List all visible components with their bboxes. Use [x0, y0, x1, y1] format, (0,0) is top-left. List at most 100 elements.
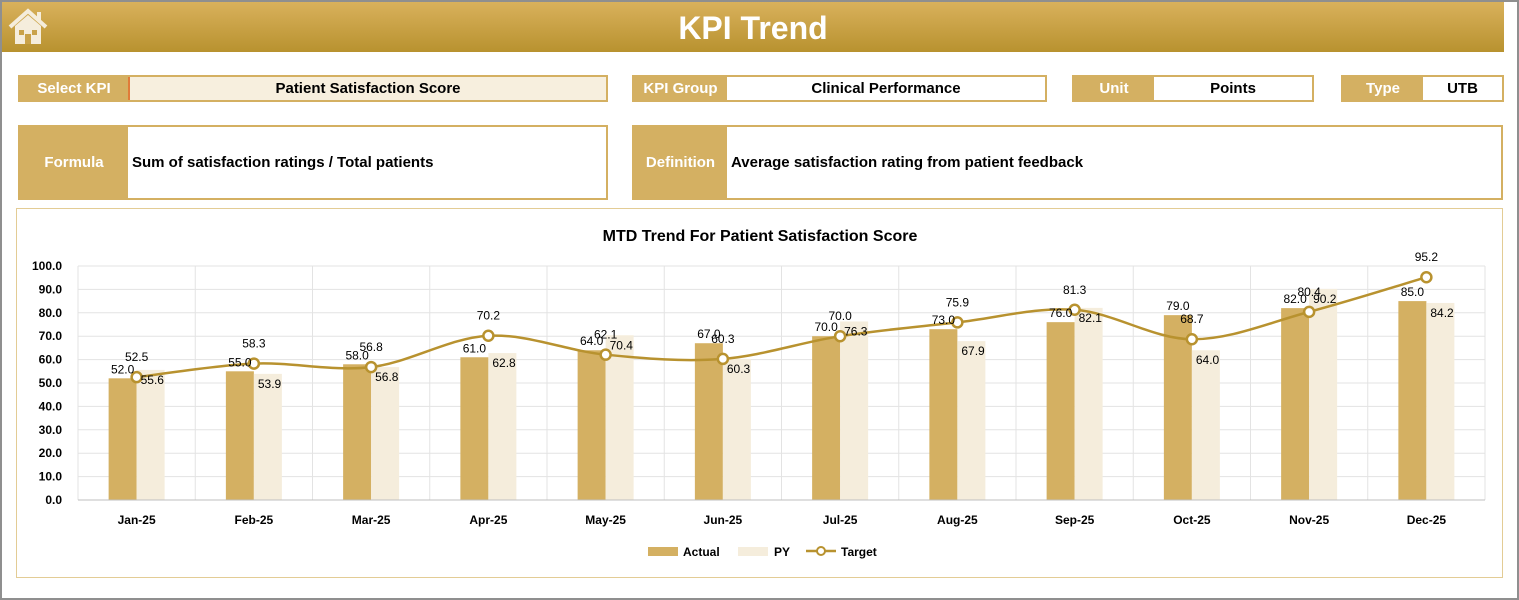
definition-field: Definition Average satisfaction rating f… [632, 125, 1503, 200]
bar-actual [1163, 315, 1192, 500]
target-marker [833, 329, 847, 343]
y-tick-label: 50.0 [39, 376, 63, 390]
home-icon[interactable] [8, 8, 48, 46]
formula-value: Sum of satisfaction ratings / Total pati… [132, 154, 434, 171]
bar-py [1426, 302, 1455, 500]
y-tick-label: 80.0 [39, 306, 63, 320]
py-data-label: 84.2 [1430, 306, 1454, 320]
actual-data-label: 70.0 [814, 320, 838, 334]
actual-data-label: 55.0 [228, 355, 252, 369]
bar-actual [577, 350, 606, 500]
target-marker [1420, 270, 1433, 284]
target-data-label: 70.2 [477, 309, 501, 323]
bar-py [605, 335, 634, 500]
actual-data-label: 67.0 [697, 327, 721, 341]
legend-actual-swatch [648, 547, 678, 556]
py-data-label: 76.3 [844, 324, 868, 338]
actual-data-label: 76.0 [1049, 306, 1073, 320]
target-marker [716, 352, 730, 366]
y-tick-label: 100.0 [32, 259, 62, 273]
bar-py [840, 321, 869, 500]
x-tick-label: Jul-25 [823, 513, 858, 527]
formula-label: Formula [20, 127, 128, 198]
legend-py-label: PY [774, 545, 790, 559]
page-title: KPI Trend [678, 10, 828, 46]
target-data-label: 70.0 [828, 309, 852, 323]
py-data-label: 90.2 [1313, 292, 1337, 306]
bar-actual [812, 336, 841, 500]
x-tick-label: Jun-25 [704, 513, 743, 527]
bar-py [371, 367, 400, 500]
target-data-label: 80.4 [1297, 285, 1321, 299]
unit-label: Unit [1074, 77, 1154, 100]
py-data-label: 62.8 [492, 356, 516, 370]
bar-py [488, 353, 517, 500]
actual-data-label: 82.0 [1283, 292, 1307, 306]
bar-py [722, 358, 751, 500]
bar-actual [1046, 322, 1075, 500]
actual-data-label: 58.0 [345, 348, 369, 362]
target-marker [599, 348, 612, 361]
kpi-group-label: KPI Group [634, 77, 727, 100]
bar-py [957, 341, 986, 500]
x-tick-label: Mar-25 [352, 513, 391, 527]
target-data-label: 75.9 [946, 295, 970, 309]
header-bar: KPI Trend [2, 2, 1504, 52]
kpi-group-value: Clinical Performance [811, 80, 961, 97]
legend-actual-label: Actual [683, 545, 720, 559]
target-data-label: 81.3 [1063, 283, 1087, 297]
actual-data-label: 52.0 [111, 362, 135, 376]
bar-py [1191, 350, 1220, 500]
target-marker [951, 316, 964, 329]
bar-actual [929, 329, 958, 500]
actual-data-label: 79.0 [1166, 299, 1190, 313]
y-tick-label: 0.0 [45, 493, 62, 507]
x-tick-label: Dec-25 [1407, 513, 1447, 527]
y-tick-label: 20.0 [39, 446, 63, 460]
bar-actual [1398, 301, 1427, 500]
bar-py [253, 373, 282, 500]
type-value: UTB [1447, 80, 1478, 97]
py-data-label: 70.4 [610, 338, 634, 352]
chart-container [16, 208, 1503, 578]
bar-actual [460, 357, 489, 500]
x-tick-label: May-25 [585, 513, 626, 527]
target-data-label: 58.3 [242, 337, 266, 351]
y-tick-label: 90.0 [39, 282, 63, 296]
py-data-label: 64.0 [1196, 353, 1220, 367]
select-kpi-dropdown[interactable]: Patient Satisfaction Score [130, 77, 606, 100]
bar-py [136, 369, 165, 500]
actual-data-label: 73.0 [932, 313, 956, 327]
target-data-label: 60.3 [711, 332, 735, 346]
legend-target-marker [816, 546, 826, 556]
target-marker [482, 329, 495, 342]
py-data-label: 56.8 [375, 370, 399, 384]
select-kpi-label: Select KPI [20, 77, 130, 100]
x-tick-label: Feb-25 [235, 513, 274, 527]
py-data-label: 55.6 [141, 373, 165, 387]
x-tick-label: Aug-25 [937, 513, 978, 527]
y-tick-label: 70.0 [39, 329, 63, 343]
y-tick-label: 60.0 [39, 353, 63, 367]
type-label: Type [1343, 77, 1423, 100]
py-data-label: 67.9 [961, 344, 985, 358]
definition-value: Average satisfaction rating from patient… [731, 154, 1084, 171]
definition-label: Definition [634, 127, 727, 198]
type-field: Type UTB [1341, 75, 1504, 102]
select-kpi-field[interactable]: Select KPI Patient Satisfaction Score [18, 75, 608, 102]
bar-actual [225, 371, 254, 500]
py-data-label: 53.9 [258, 377, 282, 391]
target-data-label: 68.7 [1180, 312, 1204, 326]
target-marker [1302, 305, 1316, 319]
y-tick-label: 10.0 [39, 470, 63, 484]
target-marker [130, 370, 143, 384]
x-tick-label: Jan-25 [118, 513, 156, 527]
target-data-label: 62.1 [594, 328, 618, 342]
py-data-label: 60.3 [727, 362, 751, 376]
unit-field: Unit Points [1072, 75, 1314, 102]
target-marker [364, 360, 378, 374]
py-data-label: 82.1 [1079, 311, 1103, 325]
formula-field: Formula Sum of satisfaction ratings / To… [18, 125, 608, 200]
